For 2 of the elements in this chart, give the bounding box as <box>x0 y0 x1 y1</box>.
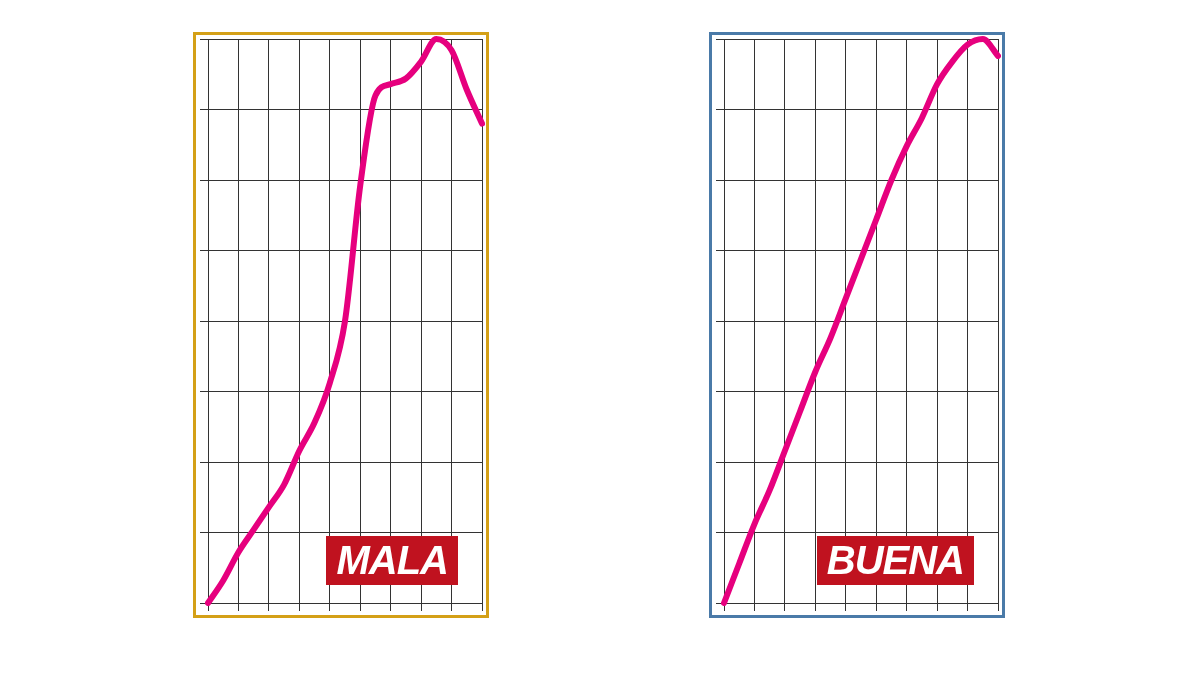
annotation: BUENA <box>816 536 974 585</box>
annotation: MALA <box>326 536 458 585</box>
